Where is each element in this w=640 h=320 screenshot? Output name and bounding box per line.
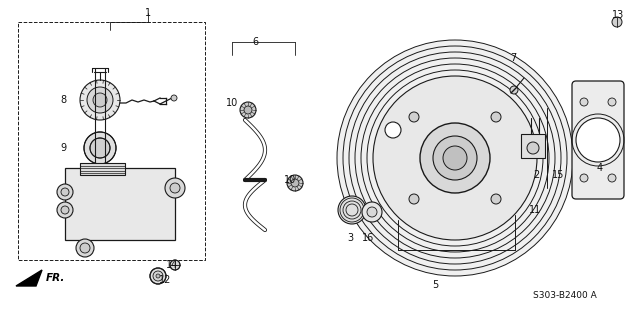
Text: 13: 13 [612,10,624,20]
Circle shape [608,98,616,106]
Circle shape [612,17,622,27]
Circle shape [80,80,120,120]
Circle shape [491,194,501,204]
Circle shape [57,202,73,218]
Bar [80,163,125,175]
Circle shape [90,138,110,158]
Circle shape [608,174,616,182]
Text: 10: 10 [284,175,296,185]
Circle shape [171,95,177,101]
Text: FR.: FR. [46,273,65,283]
Circle shape [76,239,94,257]
Circle shape [338,196,366,224]
Circle shape [61,206,69,214]
Text: 5: 5 [432,280,438,290]
Circle shape [87,87,113,113]
Text: 1: 1 [145,8,151,18]
Circle shape [84,132,116,164]
Circle shape [580,174,588,182]
Circle shape [491,112,501,122]
Circle shape [420,123,490,193]
Circle shape [409,194,419,204]
Text: 16: 16 [362,233,374,243]
Text: 14: 14 [166,260,178,270]
Text: 4: 4 [597,163,603,173]
Text: 3: 3 [347,233,353,243]
Circle shape [153,271,163,281]
FancyBboxPatch shape [572,81,624,199]
Text: 2: 2 [533,170,539,180]
Circle shape [80,243,90,253]
Circle shape [337,40,573,276]
Circle shape [93,93,107,107]
Circle shape [409,112,419,122]
Circle shape [580,98,588,106]
Bar [65,168,175,240]
Circle shape [373,76,537,240]
Text: 12: 12 [159,275,171,285]
Circle shape [443,146,467,170]
Circle shape [527,142,539,154]
Circle shape [576,118,620,162]
Text: 7: 7 [510,53,516,63]
Circle shape [367,207,377,217]
Text: 15: 15 [552,170,564,180]
Circle shape [510,86,518,94]
Circle shape [362,202,382,222]
Polygon shape [16,270,42,286]
Circle shape [287,175,303,191]
Text: 6: 6 [252,37,258,47]
Text: 8: 8 [60,95,66,105]
Circle shape [156,274,160,278]
Bar [521,134,545,158]
Circle shape [244,106,252,114]
Circle shape [291,179,299,187]
Circle shape [150,268,166,284]
Circle shape [61,188,69,196]
Text: 10: 10 [226,98,238,108]
Text: 11: 11 [529,205,541,215]
Text: 9: 9 [60,143,66,153]
Circle shape [170,183,180,193]
Circle shape [240,102,256,118]
Circle shape [165,178,185,198]
Circle shape [170,260,180,270]
Circle shape [433,136,477,180]
Circle shape [385,122,401,138]
Text: S303-B2400 A: S303-B2400 A [533,291,597,300]
Circle shape [57,184,73,200]
